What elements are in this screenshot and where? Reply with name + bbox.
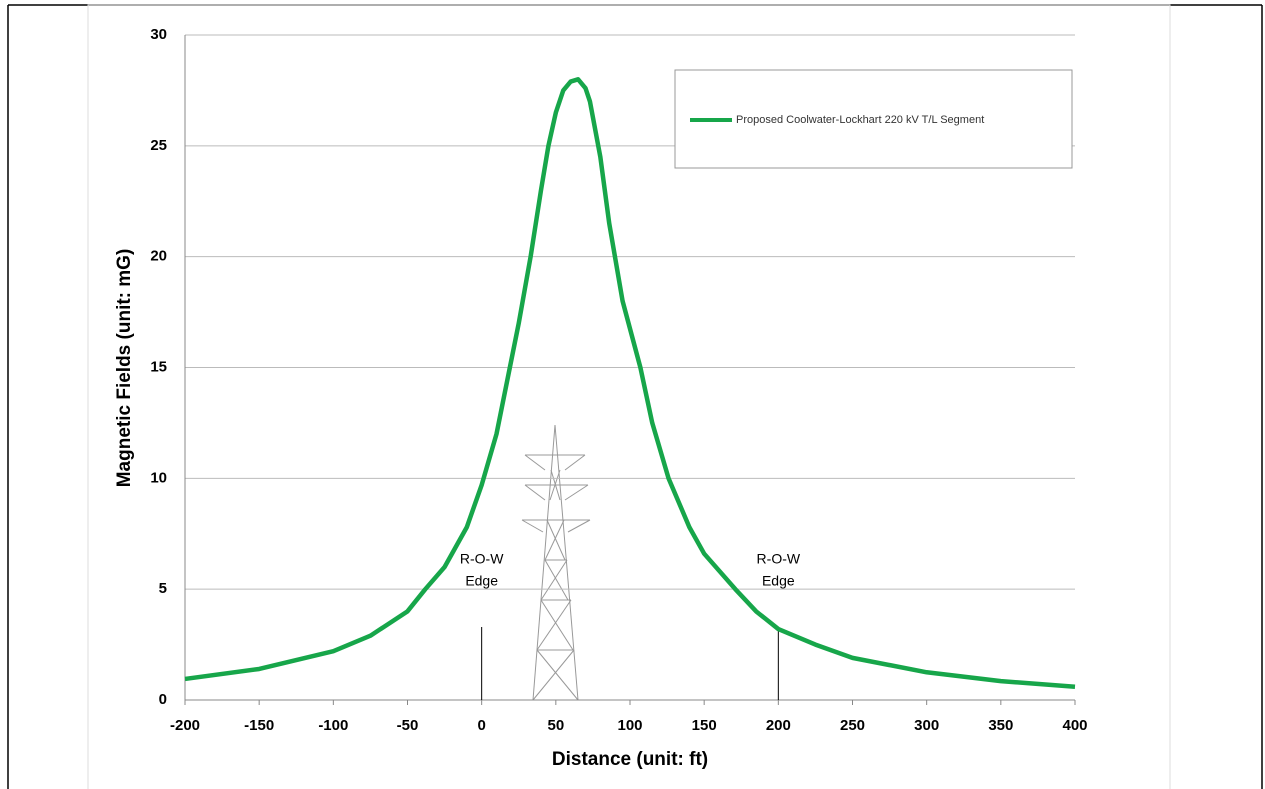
y-axis-label: Magnetic Fields (unit: mG) [114, 249, 135, 488]
x-axis-label: Distance (unit: ft) [552, 749, 708, 770]
x-tick-label: 200 [766, 717, 791, 734]
x-tick-label: 350 [988, 717, 1013, 734]
y-tick-label: 20 [150, 248, 167, 265]
annotation-text: R-O-W [460, 551, 504, 567]
x-tick-label: 300 [914, 717, 939, 734]
legend-text: Proposed Coolwater-Lockhart 220 kV T/L S… [736, 114, 984, 126]
y-tick-label: 0 [159, 691, 167, 708]
series-line [184, 77, 1076, 689]
y-tick-label: 10 [150, 469, 167, 486]
y-tick-label: 25 [150, 137, 167, 154]
x-tick-label: 0 [477, 717, 485, 734]
annotation-text: R-O-W [757, 551, 801, 567]
y-tick-label: 30 [150, 26, 167, 43]
x-tick-label: 150 [692, 717, 717, 734]
x-tick-label: 400 [1062, 717, 1087, 734]
chart-panel [87, 4, 1171, 789]
annotation-text: Edge [465, 573, 498, 589]
x-tick-label: 250 [840, 717, 865, 734]
x-tick-label: -150 [244, 717, 274, 734]
x-tick-label: -50 [397, 717, 419, 734]
x-tick-label: -100 [318, 717, 348, 734]
tower-illustration [521, 424, 591, 701]
y-tick-label: 5 [159, 580, 167, 597]
legend-box [674, 69, 1073, 169]
x-tick-label: 100 [617, 717, 642, 734]
y-tick-label: 15 [150, 358, 167, 375]
x-tick-label: -200 [170, 717, 200, 734]
x-tick-label: 50 [547, 717, 564, 734]
annotation-text: Edge [762, 573, 795, 589]
